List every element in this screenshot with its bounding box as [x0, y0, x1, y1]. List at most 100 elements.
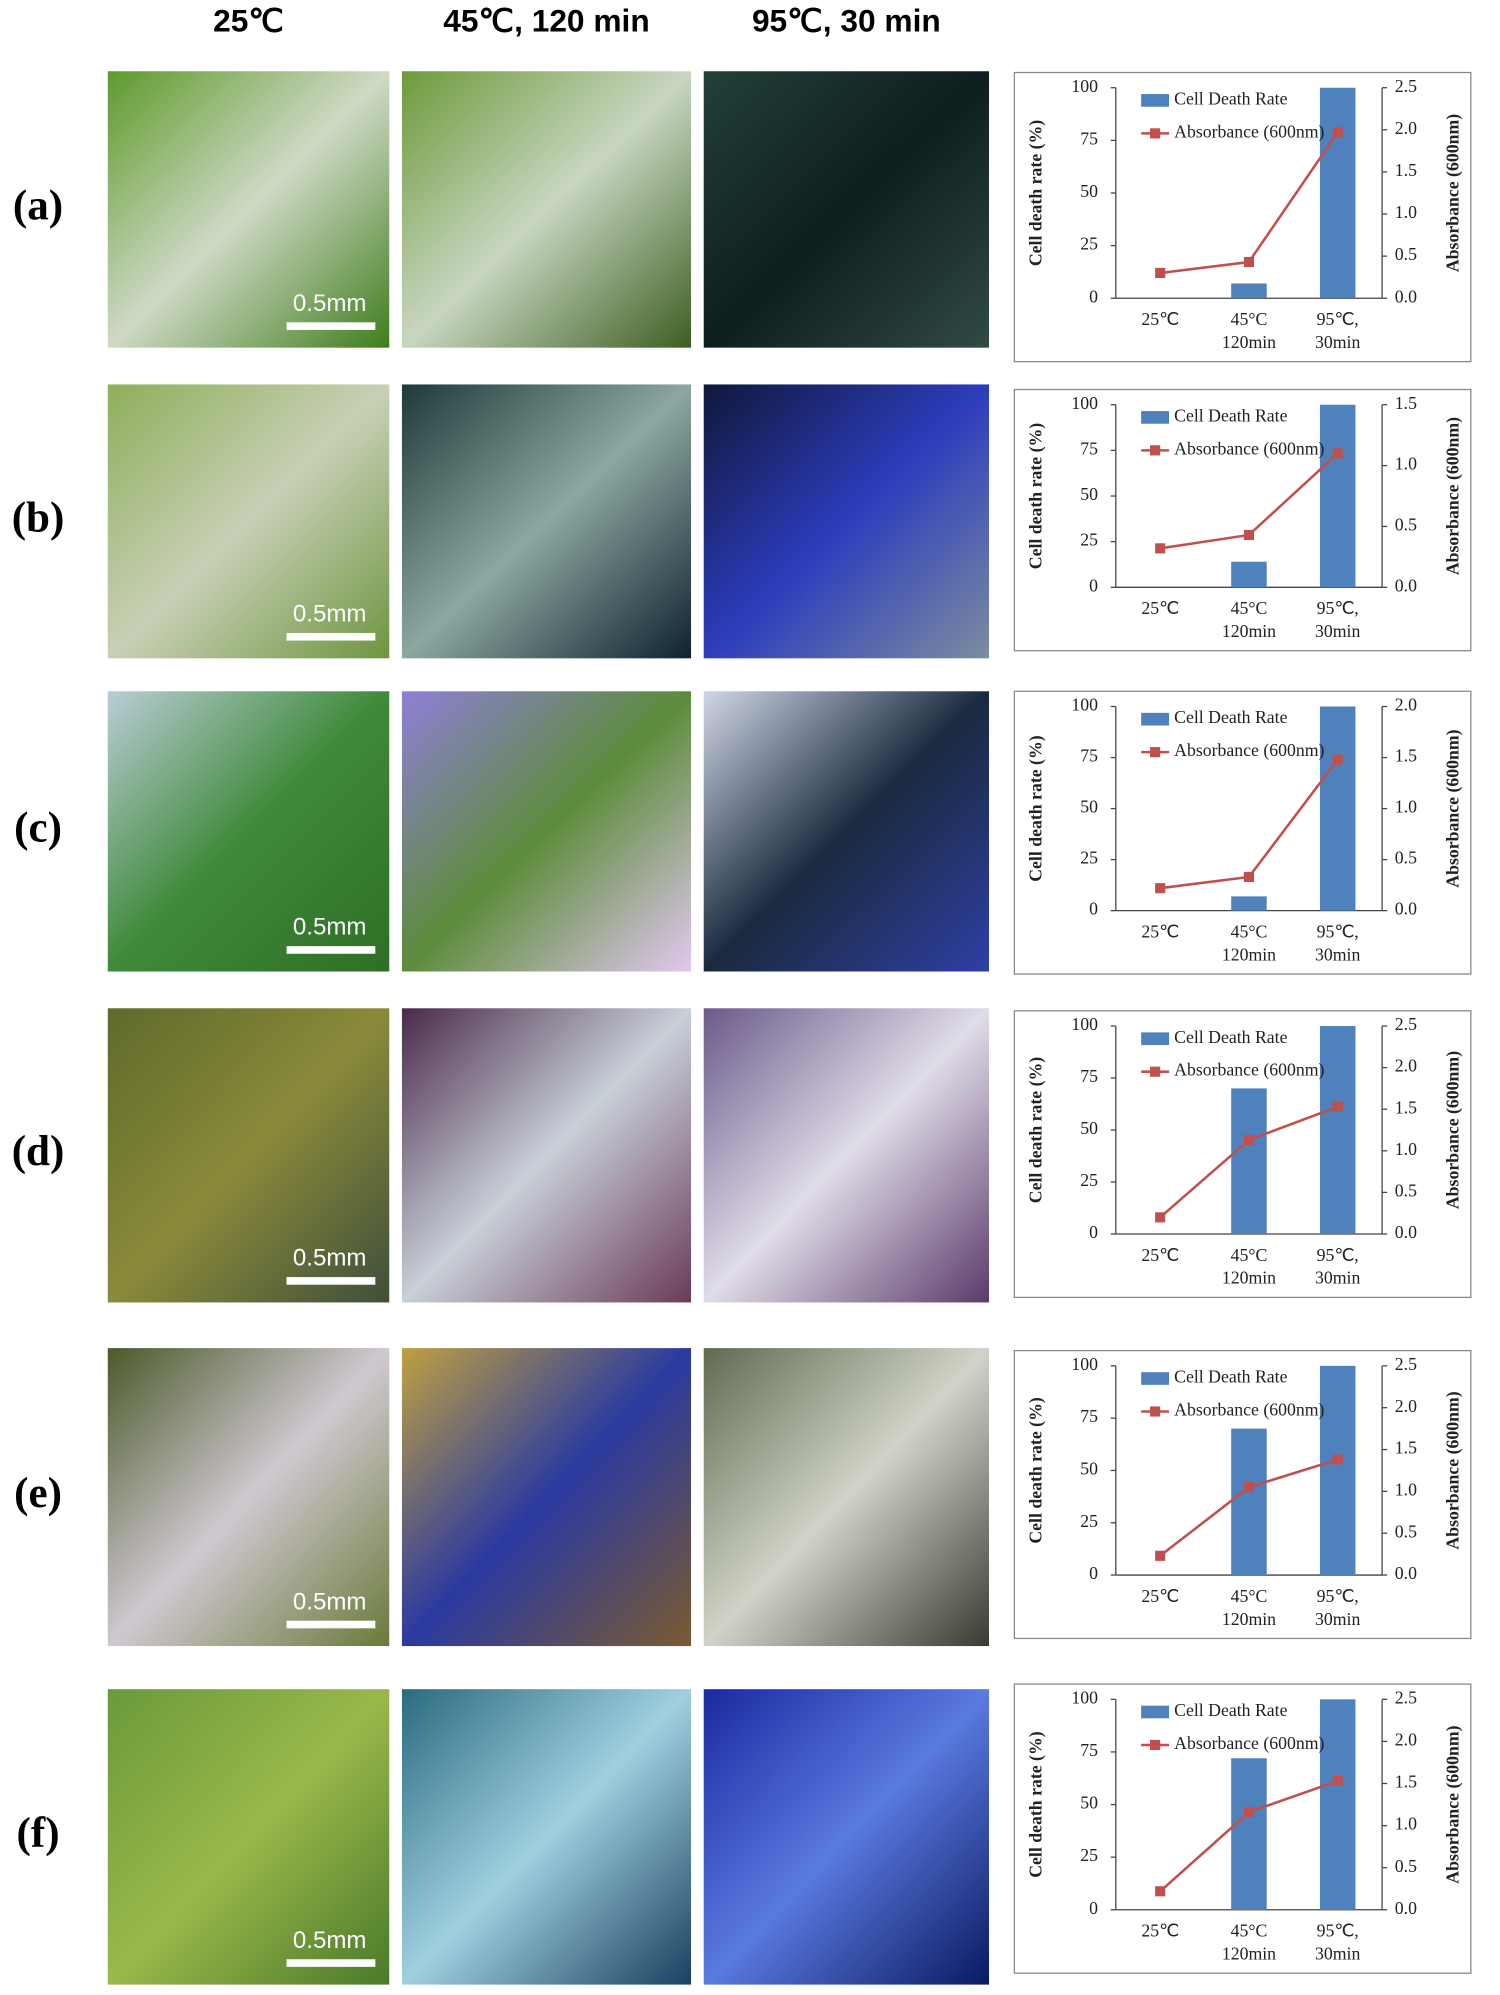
legend-label: Cell Death Rate — [1174, 707, 1287, 727]
line-marker — [1332, 448, 1343, 459]
x-tick-label: 30min — [1315, 1609, 1360, 1629]
y2-tick-label: 2.0 — [1395, 695, 1417, 715]
line-marker — [1243, 871, 1255, 883]
scale-bar-label: 0.5mm — [293, 1927, 367, 1954]
y-tick-label: 0 — [1089, 1563, 1098, 1583]
y2-tick-label: 1.0 — [1395, 797, 1417, 817]
y2-axis-label: Absorbance (600nm) — [1442, 729, 1462, 887]
y-tick-label: 75 — [1080, 1066, 1098, 1086]
legend-swatch — [1141, 1705, 1170, 1719]
legend-label: Absorbance (600nm) — [1174, 121, 1324, 141]
scale-bar — [286, 1620, 376, 1629]
photo — [107, 1008, 390, 1303]
bar — [1319, 404, 1356, 588]
x-tick-label: 95℃, — [1317, 1921, 1359, 1941]
photo — [401, 691, 692, 972]
x-tick-label: 45°C — [1231, 1245, 1268, 1265]
bar — [1319, 1365, 1356, 1576]
scale-bar-label: 0.5mm — [293, 1245, 367, 1272]
bar — [1231, 1428, 1267, 1576]
bar — [1319, 1699, 1356, 1910]
x-tick-label: 45°C — [1231, 1921, 1268, 1941]
legend-label: Absorbance (600nm) — [1174, 1733, 1324, 1753]
scale-bar-label: 0.5mm — [293, 914, 367, 941]
scale-bar — [286, 1959, 376, 1967]
legend-label: Cell Death Rate — [1174, 1367, 1287, 1387]
column-header: 95℃, 30 min — [752, 2, 941, 38]
y2-tick-label: 1.0 — [1395, 454, 1417, 474]
y2-axis-label: Absorbance (600nm) — [1442, 417, 1462, 575]
y-tick-label: 25 — [1080, 530, 1098, 550]
y2-tick-label: 2.0 — [1395, 1056, 1417, 1076]
line-marker — [1155, 1550, 1166, 1561]
photo — [703, 384, 990, 659]
x-tick-label: 25℃ — [1141, 309, 1179, 329]
y2-tick-label: 2.5 — [1395, 76, 1417, 96]
x-tick-label: 95℃, — [1317, 309, 1359, 329]
legend-swatch — [1150, 1739, 1161, 1751]
y2-tick-label: 1.5 — [1395, 160, 1417, 180]
bar — [1231, 1088, 1267, 1234]
x-tick-label: 45°C — [1231, 309, 1268, 329]
y2-tick-label: 2.0 — [1395, 118, 1417, 138]
y-axis-label: Cell death rate (%) — [1025, 1397, 1045, 1543]
photo — [401, 1008, 692, 1303]
legend-label: Absorbance (600nm) — [1174, 1060, 1324, 1080]
y-tick-label: 25 — [1080, 234, 1098, 254]
y-tick-label: 50 — [1080, 1118, 1098, 1138]
x-tick-label: 45°C — [1231, 598, 1268, 618]
bar — [1231, 561, 1267, 588]
legend-swatch — [1141, 1372, 1170, 1385]
y-tick-label: 100 — [1071, 1014, 1098, 1034]
x-tick-label: 120min — [1222, 944, 1276, 964]
column-header: 25℃ — [213, 2, 284, 38]
y-tick-label: 100 — [1071, 1687, 1098, 1707]
line-marker — [1155, 267, 1166, 279]
x-tick-label: 95℃, — [1317, 1586, 1359, 1606]
y-tick-label: 0 — [1089, 899, 1098, 919]
y2-axis-label: Absorbance (600nm) — [1442, 1051, 1462, 1209]
legend-label: Absorbance (600nm) — [1174, 740, 1324, 760]
y-tick-label: 75 — [1080, 1740, 1098, 1760]
chart-frame — [1013, 690, 1472, 975]
x-tick-label: 120min — [1222, 621, 1276, 641]
photo — [107, 691, 390, 972]
y2-tick-label: 1.0 — [1395, 1814, 1417, 1834]
x-tick-label: 30min — [1315, 944, 1360, 964]
y2-tick-label: 1.5 — [1395, 393, 1417, 413]
row-label: (e) — [14, 1470, 62, 1517]
legend-label: Cell Death Rate — [1174, 88, 1287, 108]
y-axis-label: Cell death rate (%) — [1025, 423, 1045, 569]
line-marker — [1243, 1482, 1255, 1493]
x-tick-label: 95℃, — [1317, 598, 1359, 618]
photo — [703, 71, 990, 348]
y2-tick-label: 0.5 — [1395, 244, 1417, 264]
line-marker — [1243, 256, 1255, 268]
x-tick-label: 120min — [1222, 1609, 1276, 1629]
y-axis-label: Cell death rate (%) — [1025, 1057, 1045, 1203]
x-tick-label: 30min — [1315, 621, 1360, 641]
y2-tick-label: 2.5 — [1395, 1687, 1417, 1707]
photo — [401, 71, 692, 348]
column-header: 45℃, 120 min — [443, 2, 649, 38]
bar — [1231, 896, 1267, 911]
y-tick-label: 100 — [1071, 1354, 1098, 1374]
bar — [1231, 1758, 1267, 1910]
row-label: (b) — [12, 494, 65, 541]
photo — [401, 1348, 692, 1647]
bar — [1319, 1026, 1356, 1234]
scale-bar — [286, 632, 376, 641]
y-tick-label: 50 — [1080, 484, 1098, 504]
y2-tick-label: 0.0 — [1395, 575, 1417, 595]
y-axis-label: Cell death rate (%) — [1025, 1731, 1045, 1877]
line-marker — [1332, 127, 1343, 138]
row-label: (c) — [14, 804, 62, 851]
legend-swatch — [1150, 747, 1161, 758]
row-label: (a) — [13, 182, 63, 229]
legend-swatch — [1150, 1066, 1161, 1077]
y2-tick-label: 1.5 — [1395, 1097, 1417, 1117]
y-tick-label: 0 — [1089, 575, 1098, 595]
legend-label: Cell Death Rate — [1174, 405, 1287, 425]
y-tick-label: 100 — [1071, 76, 1098, 96]
scale-bar — [286, 946, 376, 954]
